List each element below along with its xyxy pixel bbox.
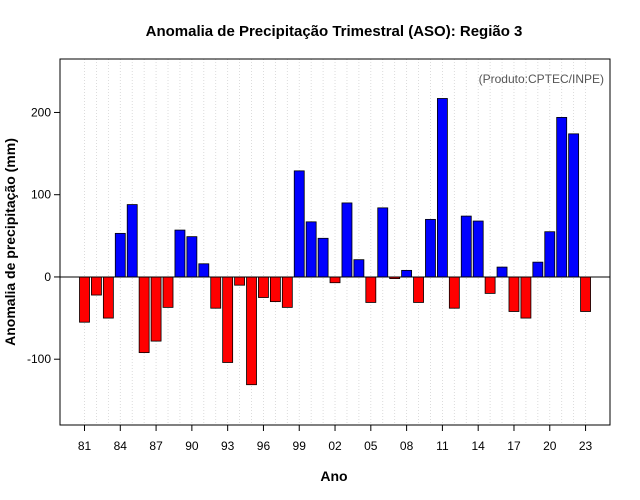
- bar-2017: [508, 276, 520, 312]
- bar-1990: [186, 236, 198, 278]
- bar-2009: [413, 276, 424, 303]
- x-tick-label: 84: [114, 439, 128, 453]
- bar-2005: [365, 276, 377, 303]
- bar-1998: [281, 276, 293, 308]
- x-tick-label: 23: [579, 439, 593, 453]
- bar-2019: [532, 261, 544, 278]
- bar-2012: [448, 276, 460, 309]
- bar-2015: [484, 276, 496, 294]
- x-axis-label: Ano: [320, 468, 347, 484]
- x-tick-label: 02: [328, 439, 342, 453]
- bar-1996: [258, 276, 269, 298]
- bar-2013: [460, 215, 472, 278]
- bar-1999: [293, 170, 305, 278]
- chart-title: Anomalia de Precipitação Trimestral (ASO…: [146, 23, 523, 40]
- bar-1986: [138, 276, 150, 354]
- y-tick-label: -100: [27, 352, 51, 366]
- bar-2010: [425, 218, 436, 278]
- bar-2003: [341, 202, 353, 278]
- x-tick-label: 05: [364, 439, 378, 453]
- x-tick-label: 20: [543, 439, 557, 453]
- bar-1989: [174, 229, 186, 278]
- bar-1984: [114, 232, 126, 278]
- gridlines: [84, 59, 586, 425]
- y-tick-label: 0: [44, 270, 51, 284]
- x-tick-label: 08: [400, 439, 414, 453]
- bar-2016: [496, 266, 508, 278]
- bar-1982: [91, 276, 102, 296]
- bar-2021: [556, 116, 568, 278]
- bar-2006: [377, 207, 389, 278]
- y-tick-label: 200: [31, 105, 51, 119]
- bar-1993: [222, 276, 234, 363]
- bar-2008: [401, 269, 413, 278]
- bar-1995: [246, 276, 257, 386]
- bar-1987: [150, 276, 162, 342]
- bar-2011: [436, 98, 448, 278]
- bar-1983: [102, 276, 114, 319]
- bar-1985: [126, 204, 138, 278]
- bar-1994: [234, 276, 245, 286]
- x-tick-label: 81: [78, 439, 92, 453]
- bar-1991: [198, 263, 210, 278]
- bars: [79, 98, 591, 386]
- bar-2020: [544, 231, 556, 278]
- x-tick-label: 90: [185, 439, 199, 453]
- bar-2023: [580, 276, 591, 312]
- x-tick-label: 87: [149, 439, 163, 453]
- bar-2022: [568, 133, 580, 278]
- x-tick-label: 96: [257, 439, 271, 453]
- bar-1992: [210, 276, 222, 309]
- bar-2018: [520, 276, 532, 319]
- x-tick-label: 14: [472, 439, 486, 453]
- y-axis: -100 0 100 200: [27, 105, 60, 366]
- y-tick-label: 100: [31, 188, 51, 202]
- bar-2004: [353, 259, 365, 278]
- bar-2000: [305, 221, 317, 278]
- bar-1981: [79, 276, 90, 323]
- x-tick-label: 17: [507, 439, 521, 453]
- bar-2001: [317, 237, 329, 278]
- x-tick-label: 11: [436, 439, 449, 453]
- bar-1997: [269, 276, 281, 303]
- x-axis: 81 84 87 90 93 96 99 02 05 08 11 14 17 20 23: [78, 425, 593, 453]
- x-tick-label: 99: [293, 439, 307, 453]
- y-axis-label: Anomalia de precipitação (mm): [2, 138, 18, 346]
- bar-1988: [162, 276, 174, 308]
- bar-2002: [329, 276, 341, 284]
- credit-label: (Produto:CPTEC/INPE): [479, 72, 604, 86]
- x-tick-label: 93: [221, 439, 235, 453]
- bar-2014: [472, 220, 484, 278]
